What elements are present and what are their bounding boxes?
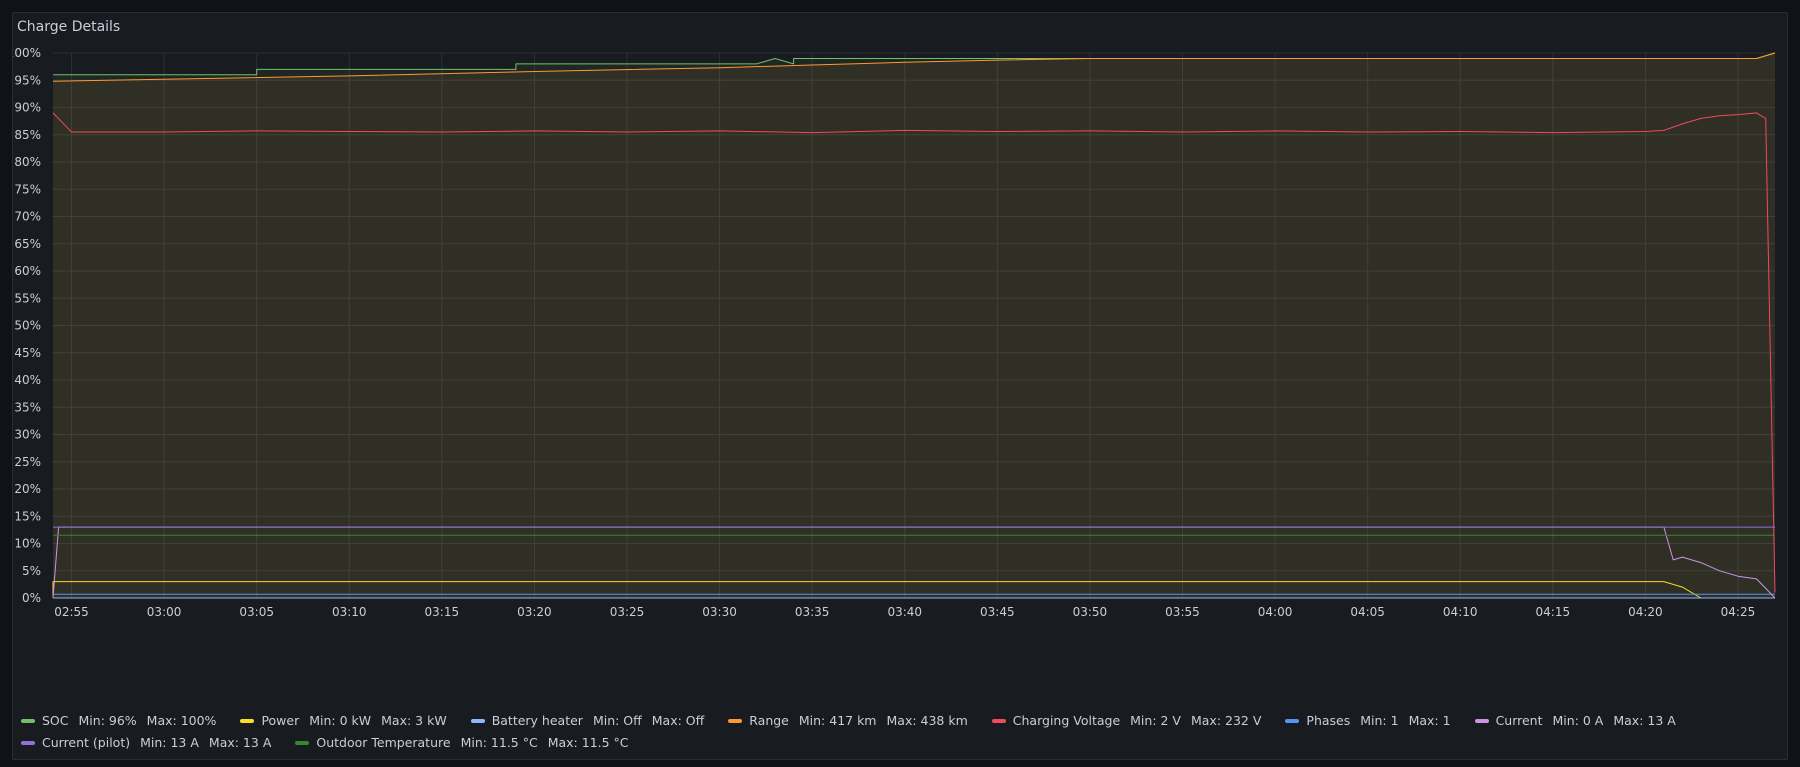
- legend-series-name: Charging Voltage: [1012, 713, 1121, 728]
- legend-item[interactable]: Power Min: 0 kW Max: 3 kW: [240, 713, 456, 728]
- legend-max-stat: Max: 232 V: [1190, 713, 1262, 728]
- legend-series-name: Phases: [1306, 713, 1351, 728]
- y-tick-label: 70%: [14, 210, 41, 224]
- legend-min-stat: Min: Off: [592, 713, 642, 728]
- legend-swatch: [728, 718, 743, 723]
- y-tick-label: 45%: [14, 346, 41, 360]
- legend-series-name: Range: [749, 713, 789, 728]
- line-chart: 0% 5% 10% 15% 20% 25% 30% 35% 40% 45% 50% 55% 60% 65%…: [13, 46, 1776, 619]
- panel-title: Charge Details: [17, 19, 121, 35]
- legend-swatch: [1474, 718, 1489, 723]
- x-tick-label: 04:15: [1536, 605, 1571, 619]
- legend-swatch: [240, 718, 255, 723]
- x-tick-label: 04:25: [1721, 605, 1756, 619]
- y-tick-label: 35%: [14, 400, 41, 414]
- y-tick-label: 80%: [14, 155, 41, 169]
- legend-series-name: Outdoor Temperature: [316, 735, 451, 750]
- y-tick-label: 100%: [13, 46, 41, 60]
- legend-item[interactable]: Current (pilot) Min: 13 A Max: 13 A: [21, 735, 281, 750]
- x-tick-label: 03:05: [239, 605, 274, 619]
- y-tick-label: 0%: [22, 591, 41, 605]
- y-tick-label: 30%: [14, 428, 41, 442]
- y-tick-label: 15%: [14, 509, 41, 523]
- series-line-3: [52, 52, 1776, 82]
- legend-swatch: [21, 740, 35, 745]
- legend-max-stat: Max: 13 A: [208, 735, 272, 750]
- y-tick-label: 40%: [14, 373, 41, 387]
- legend-item[interactable]: Range Min: 417 km Max: 438 km: [728, 713, 978, 728]
- x-tick-label: 03:50: [1073, 605, 1108, 619]
- legend-min-stat: Min: 417 km: [798, 713, 877, 728]
- x-tick-label: 03:40: [887, 605, 922, 619]
- chart-legend: SOC Min: 96% Max: 100% Power Min: 0 kW Max: 3…: [21, 713, 1781, 750]
- y-tick-label: 95%: [14, 73, 41, 87]
- legend-swatch: [295, 740, 310, 745]
- legend-item[interactable]: Outdoor Temperature Min: 11.5 °C Max: 11.5…: [295, 735, 638, 750]
- x-tick-label: 03:35: [795, 605, 830, 619]
- legend-max-stat: Max: Off: [651, 713, 705, 728]
- y-tick-label: 85%: [14, 128, 41, 142]
- y-tick-label: 75%: [14, 182, 41, 196]
- x-tick-label: 03:10: [332, 605, 367, 619]
- series-area-3: [53, 53, 1775, 598]
- legend-item[interactable]: Charging Voltage Min: 2 V Max: 232 V: [991, 713, 1272, 728]
- x-tick-label: 02:55: [54, 605, 89, 619]
- x-tick-label: 03:00: [147, 605, 182, 619]
- legend-min-stat: Min: 0 A: [1552, 713, 1604, 728]
- legend-min-stat: Min: 1: [1360, 713, 1399, 728]
- x-tick-label: 04:00: [1258, 605, 1293, 619]
- legend-min-stat: Min: 13 A: [140, 735, 199, 750]
- legend-item[interactable]: Current Min: 0 A Max: 13 A: [1474, 713, 1686, 728]
- legend-series-name: Current (pilot): [42, 735, 131, 750]
- x-tick-label: 03:45: [980, 605, 1015, 619]
- x-tick-label: 03:20: [517, 605, 552, 619]
- legend-max-stat: Max: 1: [1408, 713, 1451, 728]
- legend-max-stat: Max: 3 kW: [381, 713, 447, 728]
- legend-series-name: Battery heater: [491, 713, 583, 728]
- legend-item[interactable]: Battery heater Min: Off Max: Off: [470, 713, 715, 728]
- legend-swatch: [991, 718, 1006, 723]
- legend-swatch: [1285, 718, 1300, 723]
- y-tick-label: 55%: [14, 291, 41, 305]
- y-tick-label: 90%: [14, 101, 41, 115]
- y-tick-label: 20%: [14, 482, 41, 496]
- legend-swatch: [21, 718, 35, 723]
- x-tick-label: 04:10: [1443, 605, 1478, 619]
- legend-series-name: SOC: [42, 713, 69, 728]
- legend-item[interactable]: SOC Min: 96% Max: 100%: [21, 713, 226, 728]
- series-line-4: [52, 112, 1776, 593]
- x-tick-label: 04:05: [1350, 605, 1385, 619]
- x-tick-label: 03:30: [702, 605, 737, 619]
- legend-swatch: [470, 718, 485, 723]
- legend-min-stat: Min: 11.5 °C: [460, 735, 538, 750]
- y-tick-label: 50%: [14, 319, 41, 333]
- y-tick-label: 5%: [22, 564, 41, 578]
- legend-item[interactable]: Phases Min: 1 Max: 1: [1285, 713, 1460, 728]
- x-tick-label: 03:55: [1165, 605, 1200, 619]
- y-tick-label: 25%: [14, 455, 41, 469]
- legend-series-name: Power: [261, 713, 300, 728]
- x-tick-label: 03:15: [425, 605, 460, 619]
- y-tick-label: 10%: [14, 537, 41, 551]
- legend-min-stat: Min: 2 V: [1130, 713, 1181, 728]
- legend-series-name: Current: [1495, 713, 1543, 728]
- legend-min-stat: Min: 0 kW: [309, 713, 372, 728]
- legend-max-stat: Max: 11.5 °C: [547, 735, 629, 750]
- series-area-0: [53, 53, 1775, 598]
- legend-max-stat: Max: 438 km: [886, 713, 968, 728]
- chart-panel: Charge Details 0% 5% 10% 15% 20% 25% 30% 35% 40%…: [12, 12, 1788, 760]
- x-tick-label: 04:20: [1628, 605, 1663, 619]
- legend-max-stat: Max: 100%: [146, 713, 217, 728]
- y-tick-label: 65%: [14, 237, 41, 251]
- y-tick-label: 60%: [14, 264, 41, 278]
- legend-min-stat: Min: 96%: [78, 713, 137, 728]
- legend-max-stat: Max: 13 A: [1613, 713, 1676, 728]
- x-tick-label: 03:25: [610, 605, 645, 619]
